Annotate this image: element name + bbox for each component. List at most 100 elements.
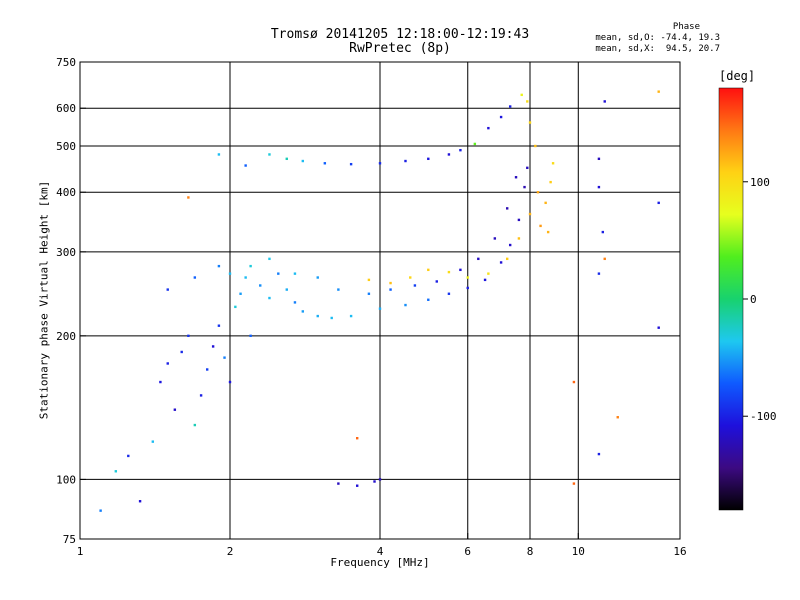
data-point <box>546 230 550 234</box>
data-point <box>228 272 232 275</box>
data-point <box>544 201 547 205</box>
x-axis-label: Frequency [MHz] <box>330 556 430 569</box>
data-point <box>244 276 247 279</box>
data-point <box>349 314 353 318</box>
colorbar-tick-label: -100 <box>750 410 777 423</box>
data-point <box>337 482 340 485</box>
x-tick-label: 6 <box>464 545 471 558</box>
data-point <box>249 264 252 268</box>
data-point <box>268 296 271 300</box>
data-point <box>323 162 327 165</box>
data-point <box>459 148 462 152</box>
data-point <box>427 157 430 161</box>
data-point <box>597 185 601 189</box>
data-point <box>239 292 242 295</box>
data-point <box>259 284 262 287</box>
data-point <box>404 303 407 307</box>
chart-title: Tromsø 20141205 12:18:00-12:19:43 <box>270 27 530 42</box>
data-points <box>99 90 660 512</box>
data-point <box>389 281 392 285</box>
data-point <box>187 196 190 199</box>
data-point <box>217 153 221 156</box>
x-tick-label: 4 <box>377 545 384 558</box>
colorbar-ticks: 100 0 -100 <box>743 176 777 423</box>
data-point <box>268 257 271 261</box>
data-point <box>534 144 537 148</box>
data-point <box>487 272 490 275</box>
y-tick-label: 400 <box>56 186 76 199</box>
data-point <box>367 292 371 295</box>
data-point <box>187 334 190 338</box>
data-point <box>514 176 518 179</box>
colorbar-tick-label: 0 <box>750 293 757 306</box>
colorbar <box>718 87 744 511</box>
data-point <box>193 423 197 427</box>
data-point <box>526 100 529 103</box>
data-point <box>517 237 521 240</box>
data-point <box>301 310 305 313</box>
x-tick-label: 2 <box>227 545 234 558</box>
data-point <box>597 272 601 275</box>
data-point <box>316 276 319 279</box>
data-point <box>597 157 601 161</box>
data-point <box>151 440 155 443</box>
data-point <box>505 207 509 210</box>
data-point <box>603 257 606 261</box>
data-point <box>337 288 340 291</box>
y-axis-label: Stationary phase Virtual Height [km] <box>37 180 51 420</box>
data-point <box>228 380 232 384</box>
y-tick-label: 600 <box>56 102 76 115</box>
gridlines <box>80 62 680 539</box>
x-tick-label: 8 <box>527 545 534 558</box>
y-tick-label: 500 <box>56 140 76 153</box>
data-point <box>528 121 532 124</box>
data-point <box>367 278 371 282</box>
data-point <box>657 201 660 205</box>
data-point <box>159 380 162 384</box>
y-tick-label: 200 <box>56 330 76 343</box>
data-point <box>483 278 487 282</box>
data-point <box>277 272 280 275</box>
data-point <box>657 90 660 93</box>
data-point <box>447 153 451 156</box>
y-tick-label: 300 <box>56 246 76 259</box>
data-point <box>127 454 130 458</box>
data-point <box>427 298 430 301</box>
phase-stats-x-mode: mean, sd,X: 94.5, 20.7 <box>595 44 720 54</box>
data-point <box>268 153 271 156</box>
data-point <box>293 301 297 304</box>
data-point <box>499 261 503 264</box>
data-point <box>355 437 359 440</box>
data-point <box>166 288 169 291</box>
data-point <box>572 380 576 384</box>
data-point <box>285 288 288 291</box>
data-point <box>616 416 619 419</box>
colorbar-tick-label: 100 <box>750 176 770 189</box>
data-point <box>378 162 382 165</box>
data-point <box>301 159 305 163</box>
data-point <box>355 484 359 487</box>
data-point <box>505 257 509 261</box>
data-point <box>526 166 529 170</box>
data-point <box>466 286 469 290</box>
data-point <box>114 470 118 473</box>
data-point <box>349 162 353 166</box>
data-point <box>523 185 526 189</box>
axis-ticks <box>79 61 681 540</box>
data-point <box>138 500 142 503</box>
data-point <box>409 276 412 279</box>
data-point <box>293 272 297 275</box>
y-tick-label: 100 <box>56 473 76 486</box>
data-point <box>427 268 430 272</box>
data-point <box>316 314 319 318</box>
data-point <box>517 218 521 222</box>
data-point <box>389 288 392 291</box>
data-point <box>487 126 490 130</box>
data-point <box>539 224 542 228</box>
data-point <box>413 284 417 287</box>
data-point <box>285 157 288 161</box>
data-point <box>199 394 203 397</box>
data-point <box>173 408 177 411</box>
data-point <box>234 305 237 309</box>
